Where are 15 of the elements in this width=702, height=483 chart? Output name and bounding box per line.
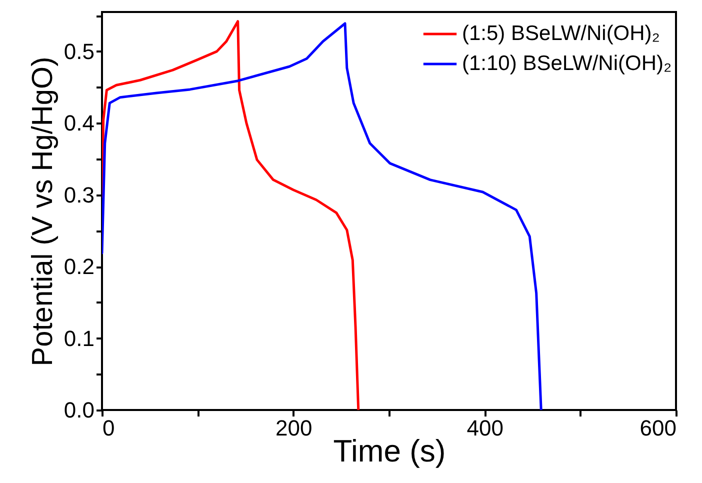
x-axis-title: Time (s) — [333, 434, 446, 468]
y-axis-title: Potential (V vs Hg/HgO) — [26, 56, 59, 366]
line-series — [102, 20, 360, 410]
legend-label: (1:5) BSeLW/Ni(OH)₂ — [462, 22, 660, 45]
y-tick-label: 0.1 — [64, 326, 94, 351]
legend-label: (1:10) BSeLW/Ni(OH)₂ — [462, 52, 672, 75]
x-tick-label: 0 — [102, 416, 115, 440]
x-tick-label: 400 — [466, 416, 504, 440]
y-tick-label: 0.3 — [64, 182, 94, 208]
y-tick-label: 0.0 — [64, 398, 94, 422]
x-tick-label: 200 — [275, 416, 312, 440]
x-tick-label: 600 — [640, 416, 676, 440]
y-tick-label: 0.5 — [64, 38, 94, 64]
y-tick-label: 0.4 — [64, 110, 94, 136]
y-tick-label: 0.2 — [64, 254, 94, 280]
